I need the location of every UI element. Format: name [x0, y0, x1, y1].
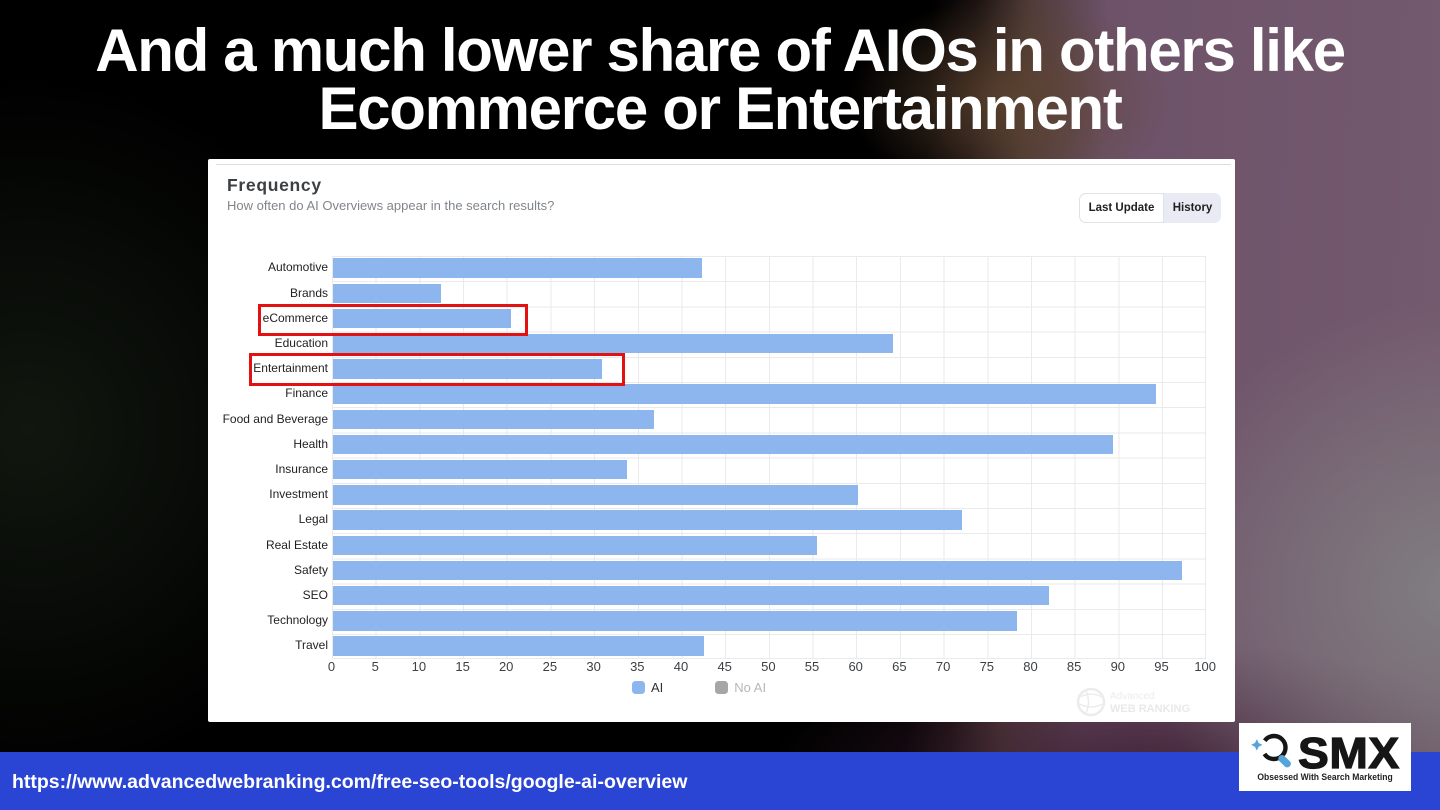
- svg-text:WEB RANKING: WEB RANKING: [1110, 703, 1190, 715]
- svg-text:Advanced: Advanced: [1110, 691, 1154, 702]
